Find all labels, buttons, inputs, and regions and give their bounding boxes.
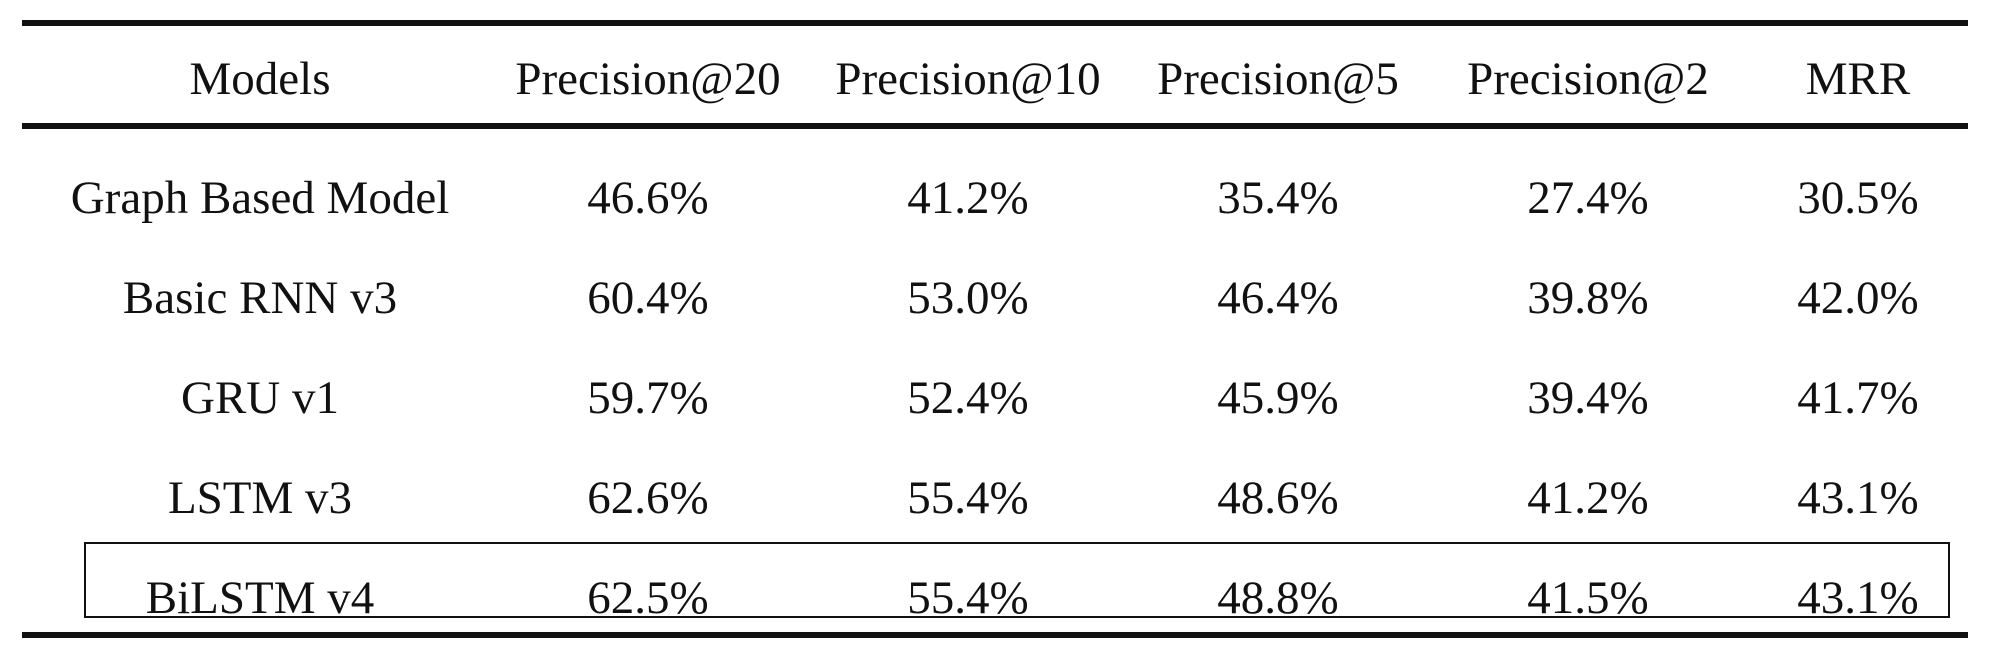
bottom-rule [22, 632, 1968, 638]
model-name: GRU v1 [181, 372, 339, 424]
precision-2-value: 39.8% [1527, 272, 1649, 324]
precision-5-value: 48.8% [1217, 572, 1339, 624]
precision-20-value: 60.4% [587, 272, 709, 324]
header-precision-2: Precision@2 [1467, 53, 1709, 105]
highlighted-row-box [84, 542, 1950, 618]
mrr-value: 43.1% [1797, 472, 1919, 524]
results-table: Models Precision@20 Precision@10 Precisi… [22, 20, 1968, 640]
precision-20-value: 62.6% [587, 472, 709, 524]
precision-10-value: 41.2% [907, 172, 1029, 224]
model-name: BiLSTM v4 [145, 572, 375, 624]
precision-2-value: 41.2% [1527, 472, 1649, 524]
mrr-value: 43.1% [1797, 572, 1919, 624]
header-models: Models [189, 53, 331, 105]
header-rule [22, 123, 1968, 129]
table-row-highlighted: BiLSTM v4 62.5% 55.4% 48.8% 41.5% 43.1% [22, 548, 1968, 648]
mrr-value: 30.5% [1797, 172, 1919, 224]
model-name: Basic RNN v3 [122, 272, 398, 324]
precision-20-value: 59.7% [587, 372, 709, 424]
header-precision-10: Precision@10 [835, 53, 1101, 105]
precision-2-value: 41.5% [1527, 572, 1649, 624]
model-name: Graph Based Model [70, 172, 450, 224]
precision-20-value: 46.6% [587, 172, 709, 224]
mrr-value: 41.7% [1797, 372, 1919, 424]
model-name: LSTM v3 [167, 472, 353, 524]
table-row: LSTM v3 62.6% 55.4% 48.6% 41.2% 43.1% [22, 448, 1968, 548]
table-row: Graph Based Model 46.6% 41.2% 35.4% 27.4… [22, 148, 1968, 248]
top-rule [22, 20, 1968, 26]
precision-5-value: 35.4% [1217, 172, 1339, 224]
precision-2-value: 27.4% [1527, 172, 1649, 224]
precision-5-value: 46.4% [1217, 272, 1339, 324]
header-precision-5: Precision@5 [1157, 53, 1399, 105]
header-mrr: MRR [1805, 53, 1911, 105]
precision-10-value: 53.0% [907, 272, 1029, 324]
table-row: Basic RNN v3 60.4% 53.0% 46.4% 39.8% 42.… [22, 248, 1968, 348]
precision-10-value: 52.4% [907, 372, 1029, 424]
precision-5-value: 48.6% [1217, 472, 1339, 524]
table-row: GRU v1 59.7% 52.4% 45.9% 39.4% 41.7% [22, 348, 1968, 448]
header-precision-20: Precision@20 [515, 53, 781, 105]
precision-20-value: 62.5% [587, 572, 709, 624]
precision-2-value: 39.4% [1527, 372, 1649, 424]
mrr-value: 42.0% [1797, 272, 1919, 324]
header-row: Models Precision@20 Precision@10 Precisi… [22, 32, 1968, 126]
precision-10-value: 55.4% [907, 572, 1029, 624]
precision-10-value: 55.4% [907, 472, 1029, 524]
precision-5-value: 45.9% [1217, 372, 1339, 424]
